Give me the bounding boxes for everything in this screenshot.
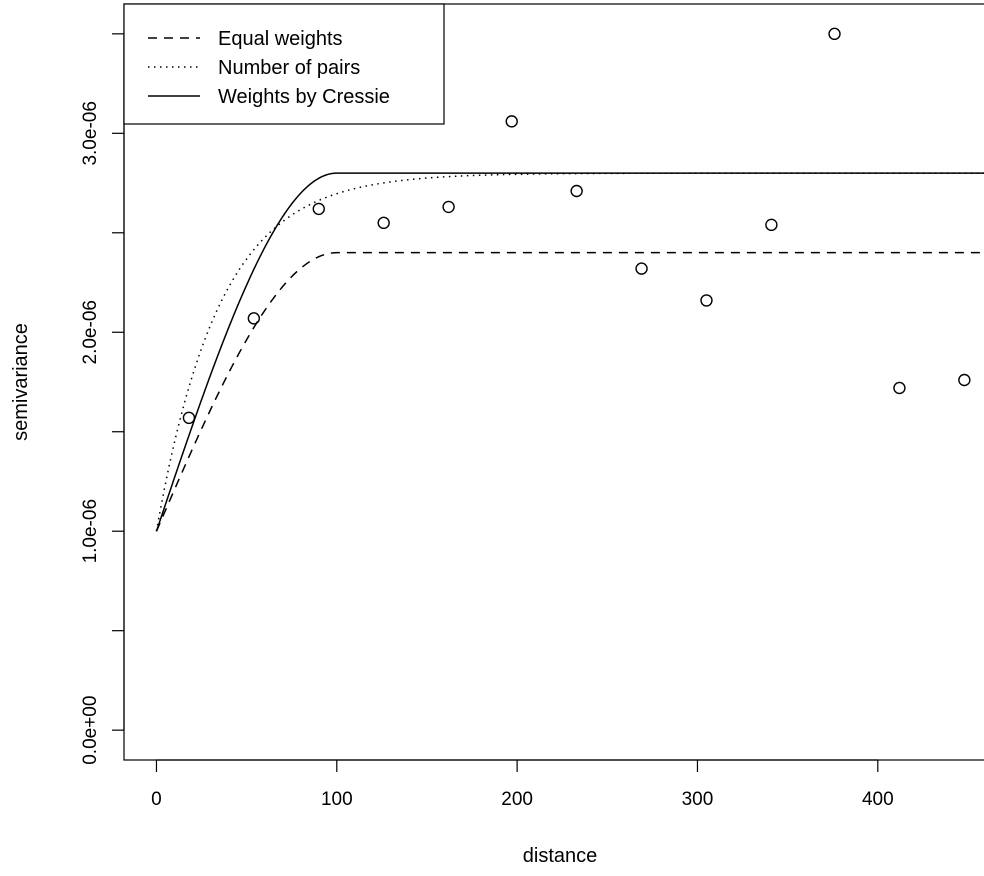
y-tick-label: 1.0e-06 bbox=[80, 499, 101, 563]
y-tick-label: 0.0e+00 bbox=[80, 696, 101, 765]
x-tick-label: 300 bbox=[682, 789, 714, 810]
y-tick-label: 3.0e-06 bbox=[80, 101, 101, 165]
data-point bbox=[700, 294, 713, 307]
data-point bbox=[442, 200, 455, 214]
x-tick-label: 0 bbox=[151, 789, 162, 810]
model-curve bbox=[155, 172, 984, 532]
data-point bbox=[182, 411, 196, 425]
legend-label: Number of pairs bbox=[218, 57, 360, 79]
x-tick-label: 100 bbox=[321, 789, 353, 810]
data-point bbox=[635, 262, 648, 275]
model-curve bbox=[155, 251, 984, 532]
legend-label: Equal weights bbox=[218, 28, 343, 50]
y-tick-label: 2.0e-06 bbox=[80, 300, 101, 364]
data-point bbox=[505, 115, 518, 128]
data-point bbox=[893, 381, 906, 395]
data-point bbox=[312, 202, 325, 216]
data-points bbox=[182, 27, 971, 425]
data-point bbox=[765, 218, 778, 232]
model-curves bbox=[155, 172, 984, 532]
legend-box bbox=[123, 3, 445, 125]
data-point bbox=[377, 216, 390, 230]
legend-label: Weights by Cressie bbox=[218, 86, 390, 108]
y-axis: 0.0e+00 1.0e-06 2.0e-06 3.0e-06 bbox=[80, 33, 125, 765]
legend: Equal weights Number of pairs Weights by C… bbox=[123, 3, 445, 125]
data-point bbox=[958, 373, 971, 387]
data-point bbox=[247, 312, 261, 325]
x-tick-label: 400 bbox=[862, 789, 894, 810]
x-axis: 0 100 200 300 400 bbox=[151, 759, 894, 810]
model-curve bbox=[155, 172, 984, 532]
data-point bbox=[828, 27, 841, 41]
x-axis-title: distance bbox=[523, 845, 598, 867]
x-tick-label: 200 bbox=[501, 789, 533, 810]
data-point bbox=[570, 184, 583, 198]
y-axis-title: semivariance bbox=[10, 323, 32, 441]
